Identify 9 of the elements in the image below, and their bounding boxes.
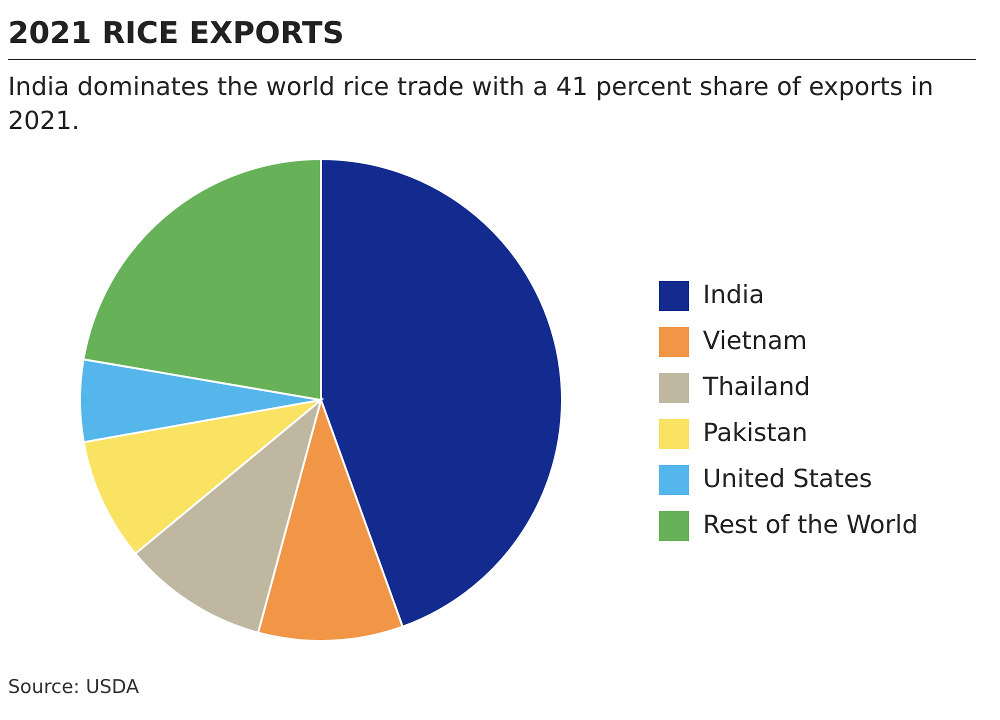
source-note: Source: USDA <box>8 676 139 698</box>
legend-label: Pakistan <box>702 418 808 447</box>
legend-label: Vietnam <box>702 326 808 355</box>
chart-title: 2021 RICE EXPORTS <box>8 15 346 51</box>
legend-label: India <box>702 280 764 309</box>
legend-label: Rest of the World <box>702 510 918 539</box>
legend-label: Thailand <box>702 372 810 401</box>
chart-subtitle: India dominates the world rice trade with a 41 percent share of exports in 2021. <box>8 71 934 137</box>
legend-label: United States <box>702 464 872 493</box>
